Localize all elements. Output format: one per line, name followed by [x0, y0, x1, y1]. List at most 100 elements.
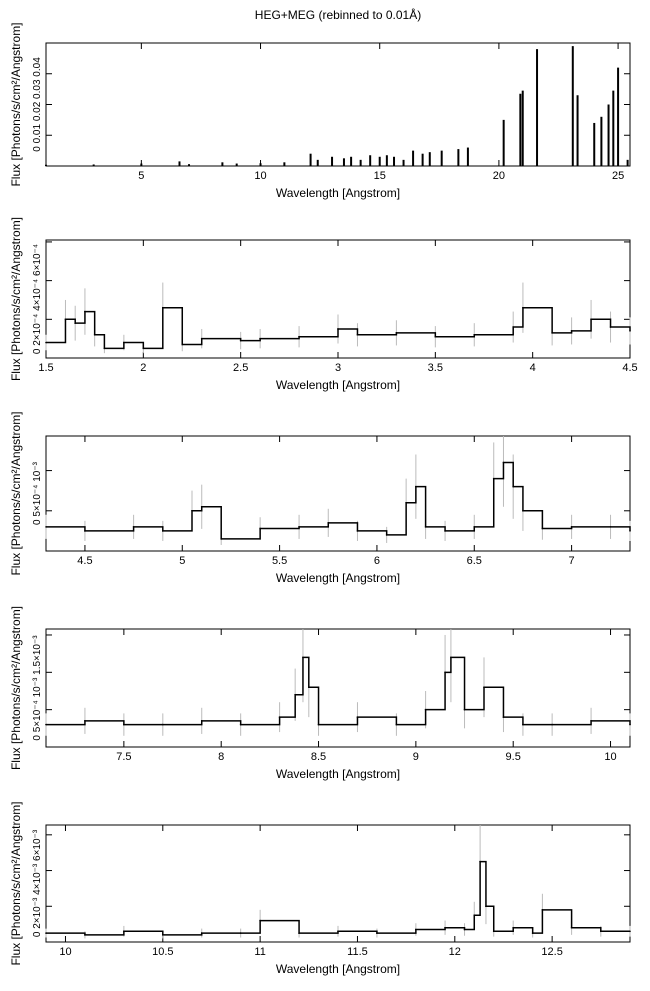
data-point	[64, 318, 67, 321]
data-point	[463, 708, 466, 711]
x-tick-label: 20	[493, 170, 505, 182]
data-point	[376, 932, 378, 934]
data-point	[191, 509, 193, 512]
figure-title: HEG+MEG (rebinned to 0.01Å)	[254, 8, 422, 22]
data-point	[522, 723, 524, 726]
data-point	[492, 477, 495, 480]
data-point	[45, 723, 47, 726]
data-point	[473, 914, 476, 917]
data-point	[485, 905, 487, 908]
data-point	[590, 318, 592, 321]
data-point	[220, 538, 222, 540]
data-point	[395, 723, 398, 726]
spectrum-histogram	[46, 461, 631, 540]
data-point	[239, 339, 242, 342]
data-point	[415, 485, 417, 488]
x-tick-label: 9.5	[506, 751, 521, 763]
data-point	[473, 333, 476, 336]
data-point	[337, 328, 339, 330]
data-point	[259, 527, 261, 530]
data-point	[570, 526, 573, 528]
plot-frame	[45, 628, 631, 748]
y-tick-labels: 0 0.01 0.02 0.03 0.04	[32, 57, 43, 152]
x-tick-label: 2	[140, 362, 146, 374]
data-point	[132, 526, 135, 528]
x-axis-label: Wavelength [Angstrom]	[276, 378, 400, 392]
data-point	[84, 310, 86, 313]
data-point	[444, 671, 446, 674]
y-axis-label: Flux [Photons/s/cm²/Angstrom]	[9, 606, 23, 770]
data-point	[123, 723, 125, 726]
data-point	[483, 686, 485, 689]
spectrum-histogram	[46, 656, 631, 726]
data-point	[294, 693, 296, 696]
data-point	[162, 530, 164, 532]
data-point	[473, 526, 476, 528]
data-point	[502, 716, 505, 718]
data-point	[302, 656, 304, 659]
data-point	[600, 930, 602, 933]
data-point	[541, 909, 544, 911]
data-point	[200, 720, 203, 722]
x-tick-label: 3	[335, 362, 341, 374]
x-axis-label: Wavelength [Angstrom]	[276, 767, 400, 781]
x-tick-label: 6	[374, 555, 380, 567]
x-tick-label: 25	[612, 170, 624, 182]
data-point	[444, 530, 446, 532]
data-point	[162, 934, 164, 936]
data-point	[629, 330, 631, 332]
data-point	[512, 485, 514, 488]
x-tick-label: 11.5	[347, 946, 368, 958]
data-point	[629, 530, 631, 532]
data-point	[84, 720, 86, 722]
data-point	[45, 526, 47, 528]
data-point	[200, 337, 203, 340]
data-point	[385, 534, 388, 536]
x-tick-label: 4	[530, 362, 536, 374]
x-axis-label: Wavelength [Angstrom]	[276, 186, 400, 200]
y-axis-label: Flux [Photons/s/cm²/Angstrom]	[9, 217, 23, 381]
x-tick-label: 10.5	[152, 946, 173, 958]
data-point	[45, 932, 47, 934]
y-tick-labels: 0 2×10⁻³ 4×10⁻³ 6×10⁻³	[32, 829, 43, 937]
data-point	[629, 723, 631, 726]
x-tick-label: 15	[374, 170, 386, 182]
data-point	[84, 530, 86, 532]
data-point	[239, 723, 242, 726]
data-point	[327, 522, 330, 524]
x-tick-label: 5	[138, 170, 144, 182]
plot-frame	[45, 824, 631, 943]
x-tick-label: 2.5	[233, 362, 248, 374]
data-point	[308, 686, 310, 689]
y-tick-labels: 0 5×10⁻⁴ 10⁻³	[32, 461, 43, 525]
data-point	[395, 332, 398, 334]
data-point	[570, 330, 573, 332]
x-tick-label: 10	[604, 751, 616, 763]
data-point	[424, 708, 427, 711]
data-point	[298, 335, 300, 338]
data-point	[162, 306, 164, 309]
data-point	[181, 343, 184, 346]
data-point	[609, 326, 612, 328]
x-tick-label: 5.5	[272, 555, 287, 567]
y-tick-labels: 0 2×10⁻⁴ 4×10⁻⁴ 6×10⁻⁴	[32, 244, 43, 354]
data-point	[551, 723, 553, 726]
data-point	[84, 934, 86, 936]
data-point	[337, 930, 339, 933]
y-tick-labels: 0 5×10⁻⁴ 10⁻³ 1.5×10⁻³	[32, 635, 43, 741]
data-point	[434, 335, 437, 338]
data-point	[405, 501, 407, 504]
y-axis-label: Flux [Photons/s/cm²/Angstrom]	[9, 22, 23, 186]
data-point	[298, 932, 300, 934]
data-point	[609, 526, 612, 528]
data-point	[502, 461, 505, 464]
data-point	[531, 932, 534, 934]
x-tick-label: 12	[449, 946, 461, 958]
data-point	[142, 347, 145, 350]
x-tick-label: 12.5	[541, 946, 562, 958]
x-axis-label: Wavelength [Angstrom]	[276, 571, 400, 585]
data-point	[45, 341, 47, 344]
data-point	[239, 932, 242, 934]
x-tick-label: 5	[179, 555, 185, 567]
